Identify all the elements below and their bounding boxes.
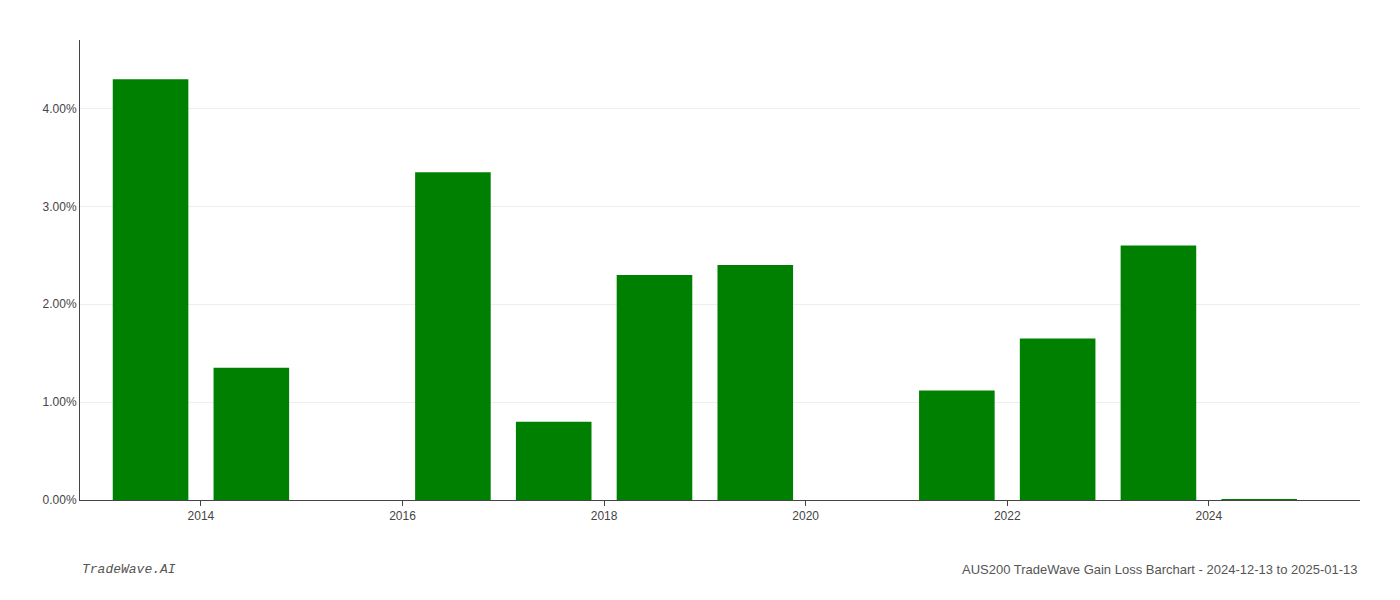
- svg-text:4.00%: 4.00%: [43, 102, 77, 116]
- svg-text:2024: 2024: [1195, 509, 1222, 523]
- svg-text:2018: 2018: [591, 509, 618, 523]
- svg-text:2.00%: 2.00%: [43, 297, 77, 311]
- svg-text:3.00%: 3.00%: [43, 200, 77, 214]
- svg-text:2016: 2016: [389, 509, 416, 523]
- svg-text:1.00%: 1.00%: [43, 395, 77, 409]
- svg-text:2014: 2014: [188, 509, 215, 523]
- svg-text:0.00%: 0.00%: [43, 493, 77, 507]
- svg-text:2020: 2020: [792, 509, 819, 523]
- svg-text:TradeWave.AI: TradeWave.AI: [82, 562, 176, 577]
- svg-text:AUS200 TradeWave Gain Loss Bar: AUS200 TradeWave Gain Loss Barchart - 20…: [962, 562, 1358, 577]
- svg-text:2022: 2022: [994, 509, 1021, 523]
